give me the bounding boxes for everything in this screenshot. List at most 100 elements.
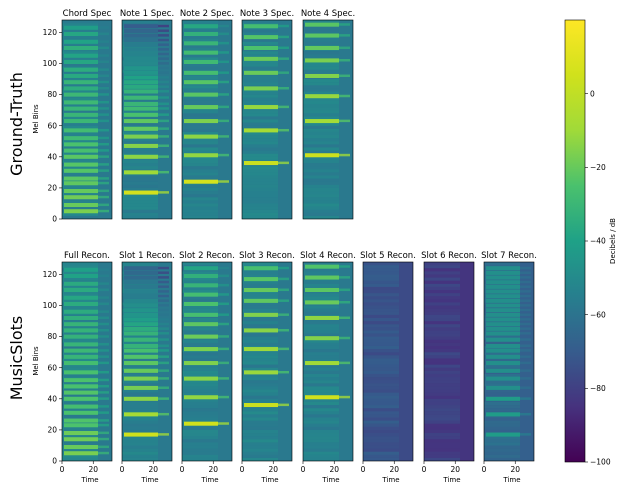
- harmonic-band: [64, 92, 98, 97]
- texture-band: [182, 203, 218, 207]
- harmonic-band: [184, 421, 218, 426]
- texture-band: [122, 159, 158, 164]
- harmonic-tail: [98, 149, 109, 152]
- texture-band: [182, 38, 218, 42]
- harmonic-tail: [218, 80, 229, 84]
- colorbar-label: Decibels / dB: [609, 218, 617, 264]
- harmonic-tail: [158, 355, 169, 358]
- texture-band: [303, 439, 339, 443]
- harmonic-band: [244, 370, 278, 375]
- texture-band: [62, 454, 98, 458]
- texture-band: [363, 349, 399, 353]
- texture-band: [182, 392, 218, 396]
- texture-band: [424, 321, 460, 325]
- texture-band: [62, 63, 98, 67]
- harmonic-band: [64, 154, 98, 159]
- panel-note-1-spec: Note 1 Spec.: [120, 9, 174, 220]
- harmonic-tail: [278, 35, 289, 39]
- texture-band: [122, 215, 158, 219]
- harmonic-tail: [520, 433, 531, 436]
- panel-title: Slot 4 Recon.: [300, 251, 356, 261]
- texture-band: [424, 352, 460, 356]
- texture-band: [363, 355, 399, 359]
- harmonic-band: [64, 39, 98, 44]
- texture-band: [303, 91, 339, 95]
- texture-band: [363, 342, 399, 346]
- texture-band: [303, 212, 339, 216]
- panel-title: Slot 3 Recon.: [239, 251, 295, 261]
- harmonic-band: [124, 361, 158, 366]
- harmonic-band: [124, 101, 158, 106]
- texture-band: [363, 305, 399, 309]
- harmonic-band: [124, 143, 158, 148]
- texture-band: [242, 392, 278, 396]
- y-tick-label: 100: [43, 59, 58, 68]
- texture-band: [182, 277, 218, 281]
- texture-band: [242, 29, 278, 33]
- harmonic-tail: [98, 335, 109, 338]
- y-tick-label: 60: [47, 121, 57, 130]
- decay-region: [218, 262, 232, 461]
- panel-title: Slot 2 Recon.: [179, 251, 235, 261]
- x-tick-label: 20: [329, 465, 339, 474]
- texture-band: [303, 433, 339, 437]
- texture-band: [242, 361, 278, 365]
- texture-band: [484, 408, 520, 412]
- texture-band: [484, 373, 520, 378]
- harmonic-band: [244, 70, 278, 75]
- harmonic-tail: [339, 301, 350, 304]
- harmonic-tail: [158, 318, 169, 321]
- texture-band: [122, 454, 158, 458]
- texture-band: [182, 342, 218, 346]
- spectrogram-panels: Chord Spec 0 20 40 60 80 100 120 Note 1 Spec. Not…: [43, 9, 537, 484]
- texture-band: [242, 439, 278, 443]
- texture-band: [62, 159, 98, 164]
- texture-band: [182, 35, 218, 39]
- x-tick-label: 20: [450, 465, 460, 474]
- harmonic-band: [486, 275, 520, 280]
- texture-band: [303, 283, 339, 287]
- panel-title: Slot 6 Recon.: [421, 251, 477, 261]
- texture-band: [303, 131, 339, 136]
- harmonic-tail: [98, 355, 109, 358]
- texture-band: [182, 414, 218, 418]
- x-tick-label: 0: [120, 465, 125, 474]
- harmonic-tail: [520, 276, 531, 279]
- texture-band: [242, 144, 278, 148]
- harmonic-band: [124, 66, 158, 71]
- harmonic-tail: [98, 195, 109, 199]
- harmonic-band: [244, 128, 278, 133]
- texture-band: [122, 206, 158, 210]
- texture-band: [242, 383, 278, 387]
- texture-band: [303, 51, 339, 55]
- texture-band: [484, 389, 520, 393]
- texture-band: [122, 150, 158, 154]
- harmonic-band: [64, 176, 98, 181]
- harmonic-tail: [98, 169, 109, 172]
- texture-band: [242, 336, 278, 340]
- texture-band: [242, 423, 278, 427]
- harmonic-tail: [218, 71, 229, 74]
- harmonic-tail: [158, 369, 169, 372]
- texture-band: [303, 144, 339, 148]
- texture-band: [303, 327, 339, 331]
- harmonic-tail: [158, 76, 169, 79]
- texture-band: [303, 426, 339, 430]
- texture-band: [424, 277, 460, 281]
- harmonic-tail: [98, 209, 109, 213]
- harmonic-tail: [158, 96, 169, 99]
- texture-band: [242, 63, 278, 67]
- harmonic-tail: [158, 280, 169, 284]
- harmonic-tail: [278, 277, 289, 281]
- texture-band: [303, 305, 339, 309]
- harmonic-tail: [278, 161, 289, 165]
- texture-band: [242, 172, 278, 176]
- texture-band: [182, 445, 218, 449]
- texture-band: [182, 113, 218, 117]
- texture-band: [182, 457, 218, 461]
- texture-band: [303, 69, 339, 73]
- harmonic-tail: [278, 370, 289, 374]
- harmonic-band: [64, 267, 98, 272]
- x-axis-label: Time: [80, 476, 98, 484]
- harmonic-band: [64, 86, 98, 91]
